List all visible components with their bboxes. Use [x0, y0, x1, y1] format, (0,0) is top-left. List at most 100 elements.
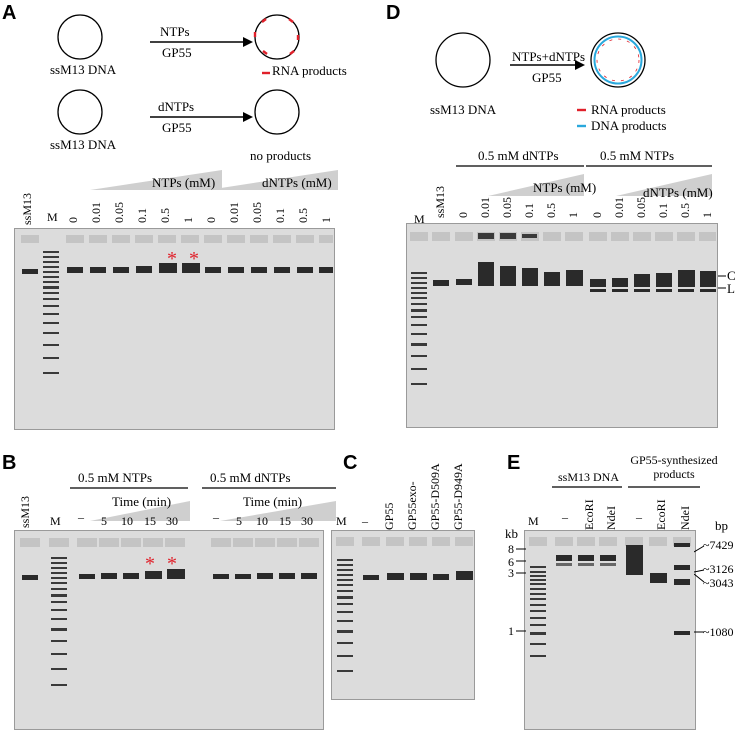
e-group-lines — [552, 486, 700, 488]
e-bp-mark: ~1080 — [703, 625, 734, 639]
panel-d-gel — [406, 223, 718, 428]
panel-c-gel — [331, 530, 475, 700]
e-kb-ticks — [516, 548, 526, 632]
e-bp-mark: ~3043 — [703, 576, 734, 590]
e-kb-mark: 1 — [508, 624, 514, 638]
panel-a-label: A — [2, 2, 17, 24]
d-arrow-top: NTPs+dNTPs — [512, 49, 586, 64]
d-band-ticks — [718, 275, 726, 289]
c-lane-label: GP55-D509A — [428, 463, 442, 530]
a-lane-label: 0.01 — [89, 202, 103, 223]
d-lane-label: 0.01 — [478, 197, 492, 218]
panel-e-gel — [524, 530, 696, 730]
d-band-l: L — [727, 281, 735, 296]
a-group-dntps: dNTPs (mM) — [262, 175, 332, 190]
e-lane-label: – — [636, 510, 642, 524]
d-lane-label: 0.5 — [544, 203, 558, 218]
a-lane-label: 0.01 — [227, 202, 241, 223]
c-lane-label: GP55exo- — [405, 481, 419, 530]
a-result-2: no products — [250, 148, 312, 163]
a-lane-label: ssM13 — [20, 192, 34, 225]
d-lane-label: 0.1 — [522, 203, 536, 218]
b-group-dntps: 0.5 mM dNTPs — [210, 470, 291, 485]
e-lane-label: EcoRI — [582, 499, 596, 530]
panel-b-gel — [14, 530, 324, 730]
c-lane-label: – — [362, 514, 368, 528]
e-lane-label: NdeI — [604, 506, 618, 530]
b-lane-label: M — [50, 514, 61, 528]
d-lane-label: 1 — [566, 212, 580, 218]
a-gradient-wedges — [90, 170, 338, 190]
e-kb-title: kb — [505, 526, 518, 541]
panel-b-label: B — [2, 452, 17, 474]
e-kb-mark: 6 — [508, 555, 514, 569]
d-lane-label: 0.1 — [656, 203, 670, 218]
d-lane-label: M — [414, 212, 425, 226]
d-sub-1: NTPs (mM) — [533, 180, 597, 195]
a-group-ntps: NTPs (mM) — [152, 175, 216, 190]
d-group-2: 0.5 mM NTPs — [600, 148, 675, 163]
e-group-1: ssM13 DNA — [558, 470, 620, 484]
d-sub-2: dNTPs (mM) — [643, 185, 713, 200]
d-template: ssM13 DNA — [430, 102, 497, 117]
d-lane-label: 0.5 — [678, 203, 692, 218]
a-template-2: ssM13 DNA — [50, 137, 117, 152]
panel-a-scheme — [57, 14, 300, 135]
c-lane-label: GP55-D949A — [451, 463, 465, 530]
d-group-lines — [456, 165, 712, 196]
d-legend-dna: DNA products — [591, 118, 667, 133]
c-lane-label: GP55 — [382, 502, 396, 530]
panel-d-scheme — [435, 32, 646, 88]
a-arrow-top-2: dNTPs — [158, 99, 195, 114]
a-legend-rna: RNA products — [272, 63, 347, 78]
b-lane-label: ssM13 — [18, 495, 32, 528]
b-group-ntps: 0.5 mM NTPs — [78, 470, 153, 485]
a-lane-label: 1 — [181, 217, 195, 223]
b-lane-label: 30 — [166, 514, 178, 528]
b-time-1: Time (min) — [112, 494, 172, 509]
d-lane-label: 1 — [700, 212, 714, 218]
c-lane-label: M — [336, 514, 347, 528]
e-bp-title: bp — [715, 518, 728, 533]
panel-e-label: E — [507, 452, 521, 474]
panel-a-gel — [14, 228, 335, 430]
d-arrow-bottom: GP55 — [532, 70, 562, 85]
a-lane-label: 0 — [204, 217, 218, 223]
b-lane-label: 10 — [121, 514, 133, 528]
a-arrow-bottom-2: GP55 — [162, 120, 192, 135]
a-lane-label: 0.05 — [112, 202, 126, 223]
b-asterisk: * — [145, 553, 155, 575]
d-lane-label: 0.05 — [634, 197, 648, 218]
a-lane-label: 0.5 — [296, 208, 310, 223]
d-legend-swatches — [577, 108, 586, 128]
b-group-lines — [70, 487, 336, 521]
b-lane-label: 10 — [256, 514, 268, 528]
d-band-c: C — [727, 268, 736, 283]
a-lane-label: 0.5 — [158, 208, 172, 223]
a-lane-label: M — [47, 210, 58, 224]
e-lane-label: M — [528, 514, 539, 528]
a-arrow-bottom-1: GP55 — [162, 45, 192, 60]
b-lane-label: – — [213, 510, 219, 524]
a-lane-label: 0.05 — [250, 202, 264, 223]
a-lane-label: 0.1 — [273, 208, 287, 223]
a-lane-label: 1 — [319, 217, 333, 223]
rna-product-marks — [253, 18, 300, 55]
d-lane-label: 0.01 — [612, 197, 626, 218]
d-lane-label: 0 — [590, 212, 604, 218]
b-time-2: Time (min) — [243, 494, 303, 509]
e-lane-label: – — [562, 510, 568, 524]
e-bp-mark: ~3126 — [703, 562, 734, 576]
e-bp-ticks — [694, 545, 705, 633]
d-lane-label: ssM13 — [433, 185, 447, 218]
panel-c-label: C — [343, 452, 358, 474]
a-asterisk: * — [189, 248, 199, 270]
d-legend-rna: RNA products — [591, 102, 666, 117]
b-lane-label: 15 — [279, 514, 291, 528]
e-group-2: GP55-synthesized products — [630, 453, 718, 481]
a-lane-label: 0.1 — [135, 208, 149, 223]
e-kb-mark: 8 — [508, 542, 514, 556]
d-lane-label: 0.05 — [500, 197, 514, 218]
e-bp-mark: ~7429 — [703, 538, 734, 552]
b-asterisk: * — [167, 553, 177, 575]
